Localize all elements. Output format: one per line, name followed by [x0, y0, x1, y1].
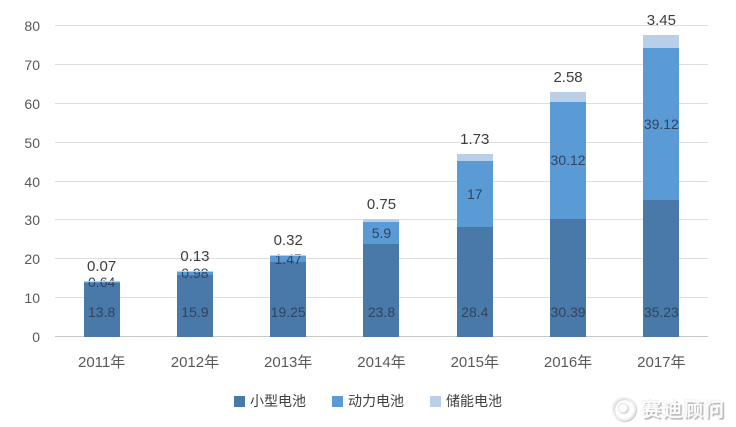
bar-value-label: 0.32 [273, 232, 303, 250]
bar-segment-储能电池 [550, 91, 587, 102]
bar-value-label: 0.75 [366, 195, 397, 213]
bar-value-label: 2.58 [553, 68, 583, 86]
ccid-logo-icon [611, 396, 636, 421]
legend-label-storage-battery: 储能电池 [446, 393, 502, 409]
y-tick-label: 0 [32, 329, 40, 345]
bar-segment-小型电池 [83, 283, 120, 337]
bar-value-label: 3.45 [646, 11, 676, 29]
bar-value-label: 35.23 [643, 304, 679, 320]
bar-segment-动力电池 [643, 47, 680, 201]
watermark-text: 赛迪顾问 [641, 400, 726, 421]
bar-value-label: 15.9 [181, 304, 209, 320]
gridline [55, 102, 708, 104]
bar-group-2017年: 35.23 39.12 3.45 [615, 12, 708, 337]
bar-value-label: 0.13 [180, 247, 210, 265]
x-axis-label: 2011年 [78, 354, 126, 371]
bar-segment-小型电池 [550, 218, 587, 337]
bar-segment-小型电池 [176, 275, 213, 337]
legend-item-storage-battery: 储能电池 [430, 391, 502, 411]
bar-value-label: 17 [466, 185, 483, 202]
bar-value-label: 0.64 [88, 274, 116, 291]
y-tick-label: 80 [24, 18, 40, 34]
bar-segment-小型电池 [363, 244, 400, 337]
bar-segment-储能电池 [643, 34, 680, 48]
bar-segment-动力电池 [456, 160, 493, 227]
x-axis-label: 2014年 [357, 354, 406, 371]
legend-item-power-battery: 动力电池 [332, 391, 404, 411]
bar-segment-储能电池 [363, 218, 400, 222]
bar-value-label: 28.4 [461, 304, 489, 320]
legend-item-small-battery: 小型电池 [234, 391, 306, 411]
legend-swatch-power-battery [332, 395, 343, 407]
y-tick-label: 60 [24, 95, 40, 112]
y-tick-label: 10 [24, 290, 40, 307]
watermark: 赛迪顾问 [611, 395, 726, 422]
gridline [55, 141, 708, 143]
legend-swatch-storage-battery [430, 395, 441, 407]
bar-segment-动力电池 [176, 271, 213, 276]
bar-value-label: 30.12 [550, 152, 586, 169]
bar-segment-储能电池 [456, 153, 493, 161]
y-axis: 0 10 20 30 40 50 60 70 80 [0, 18, 44, 345]
bar-group-2015年: 28.4 17 1.73 [428, 26, 521, 337]
bar-group-2016年: 30.39 30.12 2.58 [521, 26, 614, 337]
bar-segment-动力电池 [550, 101, 587, 219]
bar-segment-动力电池 [363, 221, 400, 245]
bar-value-label: 0.98 [181, 265, 209, 282]
bar-group-2012年: 15.9 0.98 0.13 [148, 26, 241, 337]
bar-group-2011年: 13.8 0.64 0.07 [55, 26, 148, 337]
y-tick-label: 40 [24, 173, 40, 190]
x-axis-label: 2012年 [170, 354, 220, 371]
bar-segment-小型电池 [643, 200, 680, 337]
x-axis-label: 2013年 [264, 354, 313, 371]
bar-value-label: 5.9 [371, 225, 392, 242]
gridline [55, 180, 708, 182]
legend: 小型电池 动力电池 储能电池 [0, 391, 736, 411]
legend-label-power-battery: 动力电池 [348, 393, 404, 409]
bar-group-2013年: 19.25 1.47 0.32 [242, 26, 335, 337]
bar-value-label: 30.39 [550, 304, 586, 320]
x-axis: 2011年 2012年 2013年 2014年 2015年 2016年 2017年 [55, 353, 708, 375]
bar-segment-动力电池 [83, 280, 120, 284]
bar-value-label: 1.47 [274, 251, 302, 268]
y-tick-label: 70 [24, 56, 40, 73]
bar-value-label: 0.07 [87, 257, 117, 275]
bar-value-label: 13.8 [88, 304, 116, 320]
legend-swatch-small-battery [234, 395, 245, 407]
bar-value-label: 23.8 [367, 304, 396, 320]
bar-segment-储能电池 [176, 270, 213, 272]
x-axis-label: 2015年 [450, 354, 499, 371]
bar-value-label: 39.12 [643, 116, 679, 133]
bar-value-label: 1.73 [460, 130, 490, 148]
plot-area: 13.8 0.64 0.07 15.9 0.98 0.13 19.25 1.47 0.32 23.… [55, 12, 708, 337]
y-tick-label: 50 [24, 134, 40, 151]
y-tick-label: 30 [24, 212, 40, 229]
bar-segment-储能电池 [270, 255, 307, 257]
bar-segment-动力电池 [270, 256, 307, 263]
bar-segment-小型电池 [456, 226, 493, 337]
y-tick-label: 20 [24, 251, 40, 268]
x-axis-label: 2017年 [637, 354, 686, 371]
bar-group-2014年: 23.8 5.9 0.75 [335, 26, 428, 337]
gridline [55, 63, 708, 65]
legend-label-small-battery: 小型电池 [250, 393, 306, 409]
x-axis-label: 2016年 [543, 354, 593, 371]
bar-value-label: 19.25 [270, 304, 306, 320]
gridline [55, 25, 708, 26]
bar-segment-小型电池 [270, 262, 307, 337]
